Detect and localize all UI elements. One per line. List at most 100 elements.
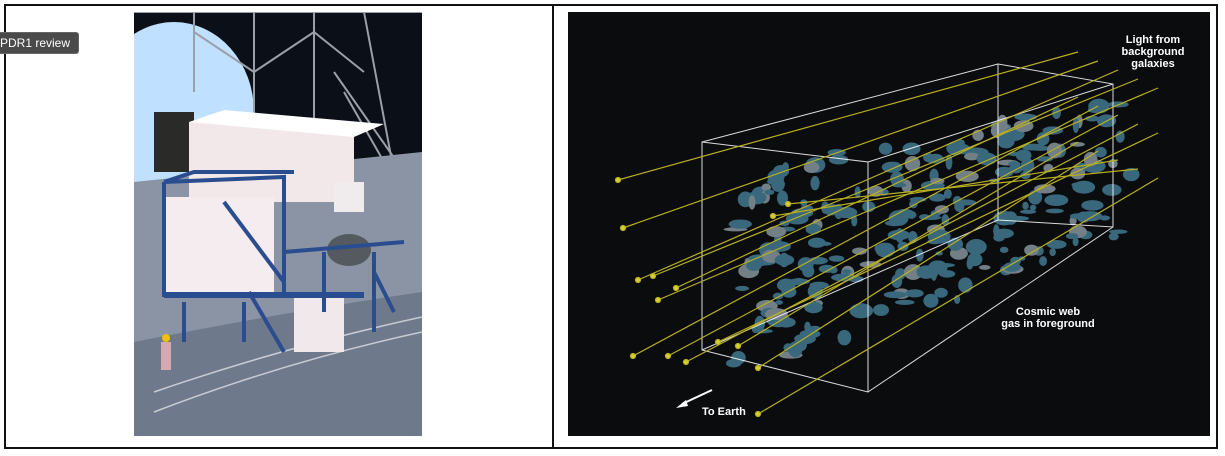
gas-blob [873, 304, 890, 316]
gas-blob [901, 179, 912, 193]
gas-blob [803, 161, 820, 174]
gas-blob [1020, 209, 1037, 214]
gas-blob [1072, 237, 1079, 247]
gas-blob [875, 242, 895, 258]
gas-blob [905, 289, 924, 298]
light-ray [757, 177, 1159, 415]
gas-blob [884, 220, 906, 227]
ray-arrowhead [649, 272, 657, 280]
gas-blob [854, 186, 861, 198]
gas-blob [966, 257, 974, 270]
gas-blob [993, 233, 1005, 242]
gas-blob [776, 190, 788, 206]
ray-arrowhead [682, 358, 690, 366]
gas-blob [1081, 200, 1104, 211]
gas-blob [1115, 130, 1125, 143]
gas-blob [1039, 256, 1048, 266]
label-light-line: background [1121, 46, 1185, 58]
gas-blob [928, 153, 944, 163]
gas-blob [1029, 204, 1037, 211]
gas-blob [851, 215, 858, 227]
gas-blob [852, 247, 867, 255]
gas-blob [932, 262, 956, 268]
label-to-earth: To Earth [702, 406, 746, 418]
ray-arrowhead [619, 224, 627, 232]
gas-blob [775, 300, 783, 305]
gas-blob [964, 152, 980, 161]
gas-blob [920, 215, 942, 221]
gas-blob [1102, 183, 1122, 196]
gas-blob [1122, 167, 1140, 182]
gas-blob [1021, 143, 1046, 151]
gas-blob [935, 251, 943, 256]
gas-blob [894, 299, 915, 305]
ray-arrowhead [769, 212, 777, 220]
gas-blob [728, 219, 752, 229]
gas-blob [934, 287, 948, 298]
label-gas-line: Cosmic web [1015, 306, 1081, 318]
gas-blob [943, 189, 952, 199]
light-ray [685, 123, 1139, 363]
gas-blob [978, 265, 991, 270]
cosmic-web-diagram-image: Light from background galaxies Cosmic we… [568, 12, 1210, 436]
gas-blob [746, 260, 762, 271]
gas-blob [1044, 194, 1069, 206]
gas-blob [804, 321, 811, 333]
light-ray [667, 114, 1119, 357]
ray-arrowhead [614, 176, 622, 184]
gas-blob [945, 154, 953, 170]
gas-blob [1046, 239, 1067, 249]
gas-blob [904, 156, 921, 172]
gas-blob [958, 277, 973, 293]
light-ray [622, 60, 1099, 229]
gas-blob [965, 239, 987, 255]
gas-blob [1094, 146, 1107, 158]
ray-arrowhead [634, 276, 642, 284]
label-light-line: Light from [1125, 34, 1181, 46]
gas-blob [802, 264, 815, 278]
light-ray [675, 96, 1079, 289]
gas-blob [1004, 211, 1018, 225]
light-ray [717, 132, 1159, 343]
gas-blob [895, 228, 904, 243]
ray-arrowhead [754, 410, 762, 418]
gas-blob [994, 166, 1014, 178]
gas-blob [748, 195, 756, 210]
gas-blob [1109, 229, 1128, 234]
gas-blob [804, 301, 823, 314]
gas-blob [976, 152, 997, 166]
label-gas-line: gas in foreground [1001, 318, 1095, 330]
gas-blob [939, 270, 956, 278]
ray-arrowhead [734, 342, 742, 350]
gas-blob [1088, 98, 1110, 114]
gas-blob [947, 237, 964, 251]
gas-blob [828, 255, 845, 262]
light-ray [617, 51, 1079, 181]
gas-blob [1024, 244, 1039, 256]
gas-blob [837, 329, 852, 346]
gas-blob [849, 303, 874, 319]
gas-blob [929, 193, 946, 202]
gas-blob [881, 161, 903, 173]
gas-blob [809, 325, 821, 332]
gas-blob [883, 291, 907, 299]
gas-blob [1022, 201, 1029, 210]
light-ray [787, 168, 1139, 205]
gas-blob [778, 252, 790, 268]
figure-table: Light from background galaxies Cosmic we… [4, 4, 1218, 449]
gas-blob [1108, 232, 1119, 241]
gas-blob [906, 210, 917, 219]
gas-blob [915, 248, 924, 262]
gas-blob [810, 175, 820, 191]
gas-blob [997, 134, 1015, 149]
ray-arrowhead [654, 296, 662, 304]
gas-blob [1072, 117, 1080, 134]
gas-blob [903, 264, 923, 280]
gas-blob [1065, 233, 1079, 240]
ray-arrowhead [754, 364, 762, 372]
gas-blob [764, 189, 775, 195]
column-divider [552, 6, 554, 447]
ray-arrowhead [672, 284, 680, 292]
gas-blob [1045, 208, 1064, 214]
gas-blob [766, 226, 787, 238]
